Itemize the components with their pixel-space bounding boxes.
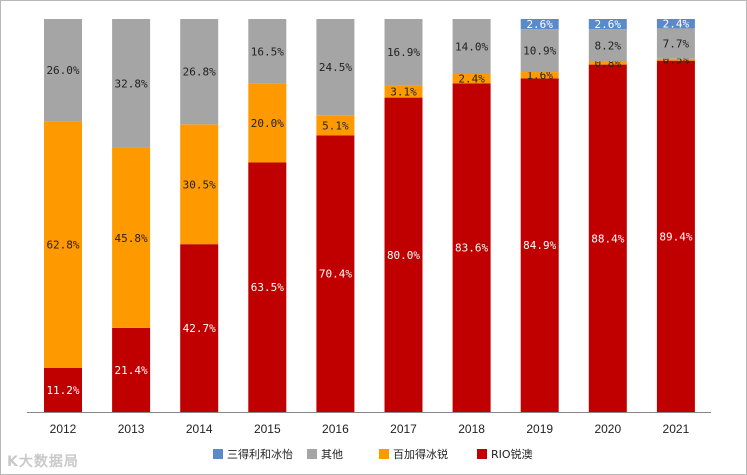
bar-segment-s0-2018 <box>452 83 491 412</box>
bar-segment-s2-2017 <box>384 19 423 86</box>
data-label-s3-2019: 2.6% <box>526 18 553 31</box>
bar-segment-s1-2014 <box>180 124 219 245</box>
data-label-s3-2021: 2.4% <box>663 18 690 31</box>
data-label-s0-2012: 11.2% <box>46 384 79 397</box>
bar-segment-s0-2019 <box>520 78 559 412</box>
data-label-s2-2015: 16.5% <box>251 45 284 58</box>
bar-segment-s2-2021 <box>656 28 695 59</box>
bar-segment-s2-2014 <box>180 19 219 125</box>
legend-swatch-0 <box>213 449 223 459</box>
legend-label-3: RIO锐澳 <box>491 447 533 461</box>
data-label-s0-2013: 21.4% <box>115 364 148 377</box>
bar-segment-s0-2020 <box>588 64 627 412</box>
bar-segment-s3-2021 <box>656 19 695 29</box>
x-tick-2015: 2015 <box>254 422 281 436</box>
data-label-s1-2019: 1.6% <box>526 69 553 82</box>
bar-segment-s2-2020 <box>588 29 627 62</box>
data-label-s0-2017: 80.0% <box>387 249 420 262</box>
bar-segment-s1-2016 <box>316 115 355 136</box>
data-label-s1-2015: 20.0% <box>251 117 284 130</box>
data-label-s1-2016: 5.1% <box>322 119 349 132</box>
data-label-s1-2017: 3.1% <box>390 86 417 99</box>
bar-segment-s1-2021 <box>656 58 695 61</box>
data-label-s2-2014: 26.8% <box>183 66 216 79</box>
bar-segment-s0-2013 <box>112 327 151 412</box>
bar-segment-s2-2019 <box>520 29 559 73</box>
data-label-s2-2021: 7.7% <box>663 38 690 51</box>
bar-segment-s1-2020 <box>588 61 627 65</box>
x-tick-2017: 2017 <box>390 422 417 436</box>
bar-segment-s2-2012 <box>44 19 82 122</box>
legend-swatch-3 <box>477 449 487 459</box>
bar-segment-s0-2017 <box>384 97 423 412</box>
watermark-logo: K大数据局 <box>7 454 79 470</box>
x-tick-2019: 2019 <box>526 422 553 436</box>
x-tick-2014: 2014 <box>186 422 213 436</box>
data-label-s0-2015: 63.5% <box>251 281 284 294</box>
bar-segment-s2-2013 <box>112 19 151 148</box>
legend: 三得利和冰怡 其他 百加得冰锐 RIO锐澳 <box>213 447 533 461</box>
legend-label-0: 三得利和冰怡 <box>227 447 293 461</box>
data-label-s2-2020: 8.2% <box>595 39 622 52</box>
bar-segment-s1-2017 <box>384 85 423 98</box>
data-label-s1-2012: 62.8% <box>46 239 79 252</box>
legend-swatch-2 <box>379 449 389 459</box>
legend-label-2: 百加得冰锐 <box>393 447 448 461</box>
bar-segment-s2-2015 <box>248 19 287 84</box>
bar-segment-s1-2013 <box>112 147 151 328</box>
x-tick-2021: 2021 <box>663 422 690 436</box>
data-label-s1-2013: 45.8% <box>115 232 148 245</box>
data-label-s0-2021: 89.4% <box>659 230 692 243</box>
data-label-s2-2016: 24.5% <box>319 61 352 74</box>
bar-segment-s1-2015 <box>248 83 287 163</box>
bar-segment-s1-2018 <box>452 74 491 84</box>
x-tick-2018: 2018 <box>458 422 485 436</box>
data-label-s1-2018: 2.4% <box>458 73 485 86</box>
bar-segment-s2-2018 <box>452 19 491 75</box>
data-label-s0-2014: 42.7% <box>183 322 216 335</box>
data-label-s2-2018: 14.0% <box>455 41 488 54</box>
data-label-s0-2018: 83.6% <box>455 242 488 255</box>
x-tick-2016: 2016 <box>322 422 349 436</box>
bar-segment-s2-2016 <box>316 19 355 116</box>
bar-segment-s0-2014 <box>180 244 219 412</box>
legend-swatch-1 <box>307 449 317 459</box>
bar-segment-s0-2021 <box>656 60 695 412</box>
bar-segment-s0-2016 <box>316 135 355 412</box>
data-label-s2-2013: 32.8% <box>115 77 148 90</box>
legend-label-1: 其他 <box>321 448 343 461</box>
bar-segment-s3-2020 <box>588 19 627 30</box>
bar-segment-s0-2012 <box>44 367 82 412</box>
data-label-s0-2020: 88.4% <box>591 232 624 245</box>
bar-segment-s3-2019 <box>520 19 559 30</box>
x-tick-2013: 2013 <box>118 422 145 436</box>
bar-segment-s0-2015 <box>248 162 287 412</box>
bars-layer: 11.2% 62.8% 26.0% 21.4% 45.8% 32.8% 42.7% 30.5%… <box>44 18 695 412</box>
bar-segment-s1-2012 <box>44 121 82 368</box>
data-label-s1-2014: 30.5% <box>183 178 216 191</box>
data-label-s0-2019: 84.9% <box>523 239 556 252</box>
data-label-s0-2016: 70.4% <box>319 268 352 281</box>
data-label-s2-2012: 26.0% <box>46 64 79 77</box>
x-tick-2020: 2020 <box>594 422 621 436</box>
data-label-s2-2019: 10.9% <box>523 45 556 58</box>
bar-segment-s1-2019 <box>520 72 559 79</box>
x-tick-2012: 2012 <box>50 422 77 436</box>
data-label-s3-2020: 2.6% <box>595 18 622 31</box>
data-label-s2-2017: 16.9% <box>387 46 420 59</box>
x-tick-labels: 2012 2013 2014 2015 2016 2017 2018 2019 2020 2021 <box>50 422 690 436</box>
